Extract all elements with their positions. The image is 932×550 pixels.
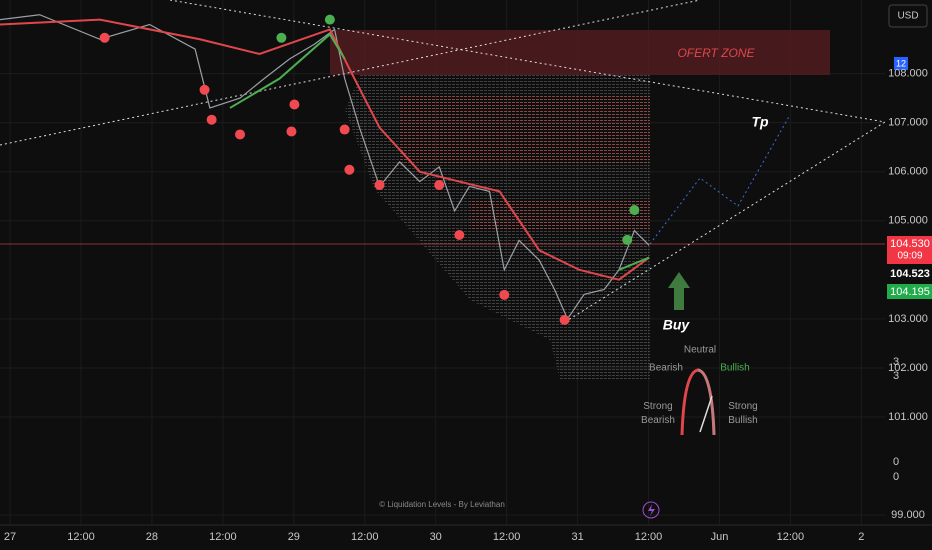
liquidation-dot [276,32,287,43]
gauge-bullish: Bullish [720,363,749,374]
zone-label: OFERT ZONE [677,46,755,60]
y-tick-label: 105.000 [888,215,928,227]
liquidation-dot [286,126,297,137]
mid-price: 104.523 [890,268,930,280]
x-tick-label: 28 [146,531,158,543]
x-tick-label: 12:00 [635,531,663,543]
watermark: © Liquidation Levels - By Leviathan [379,500,505,509]
x-tick-label: 2 [858,531,864,543]
y-tick-label: 107.000 [888,117,928,129]
x-tick-label: 12:00 [493,531,521,543]
x-tick-label: 29 [288,531,300,543]
liquidation-dot [629,205,640,215]
green-price: 104.195 [890,286,930,298]
y-tick-label: 101.000 [888,411,928,423]
gauge-arc [697,368,716,436]
series-line [229,32,650,271]
grid [0,0,885,525]
liquidation-dot [434,179,445,190]
buy-label: Buy [663,317,691,333]
x-tick-label: 12:00 [67,531,95,543]
series-line [0,14,650,321]
projection [649,114,791,245]
liquidation-dot [289,99,300,110]
gauge-needle [699,395,713,433]
last-price: 104.530 [890,238,930,250]
plot [0,14,650,325]
countdown: 09:09 [897,251,922,262]
gauge-strong-bearish: Strong Bearish [641,401,675,426]
x-axis: 27 12:00 28 12:00 29 12:00 30 12:00 31 12:00 Jun 12… [4,531,864,543]
y-tick-label: 103.000 [888,313,928,325]
liquidation-dot [499,289,510,300]
y-axis: 108.000 107.000 106.000 105.000 103.000 102.0… [888,68,928,522]
green-price-box [887,284,932,299]
badge-text: 12 [896,58,906,68]
badge [894,57,908,70]
liquidation-dot [199,84,210,95]
liquidation-dot [454,230,465,241]
side-count: 3 [893,370,899,382]
side-count: 0 [893,471,899,483]
bolt-icon [642,501,660,519]
x-tick-label: 12:00 [351,531,379,543]
x-tick-label: Jun [711,531,729,543]
x-tick-label: 12:00 [209,531,237,543]
y-tick-label: 102.000 [888,362,928,374]
liquidation-dot [206,114,217,125]
liquidation-dot [344,164,355,175]
x-tick-label: 27 [4,531,16,543]
bolt-icon [648,504,655,516]
x-tick-label: 12:00 [777,531,805,543]
liquidation-dot [324,14,335,25]
gauge-bearish: Bearish [649,363,683,374]
liquidation-dot [339,124,350,135]
x-tick-label: 31 [571,531,583,543]
ofert-zone [330,30,830,75]
y-tick-label: 108.000 [888,68,928,80]
trend-line [169,0,886,123]
currency-box[interactable] [888,4,928,28]
tp-label: Tp [751,114,769,130]
last-price-box [887,236,932,264]
trend-line [0,0,701,146]
gauge-neutral: Neutral [684,345,716,356]
side-count: 0 [893,456,899,468]
liquidation-levels-hot [400,95,650,165]
y-tick-label: 99.000 [891,509,925,521]
liquidation-levels-hot [470,200,650,230]
series-line [0,18,650,281]
liquidation-dot [622,234,633,245]
liquidation-dot [559,314,570,325]
gauge-strong-bullish: Strong Bullish [728,401,758,426]
liquidation-dot [374,179,385,190]
buy-arrow [668,272,690,310]
currency: USD [897,11,918,22]
y-tick-label: 106.000 [888,166,928,178]
x-tick-label: 30 [430,531,442,543]
liquidation-dot [99,32,110,43]
liquidation-dot [235,129,246,140]
side-count: 3 [893,356,899,368]
